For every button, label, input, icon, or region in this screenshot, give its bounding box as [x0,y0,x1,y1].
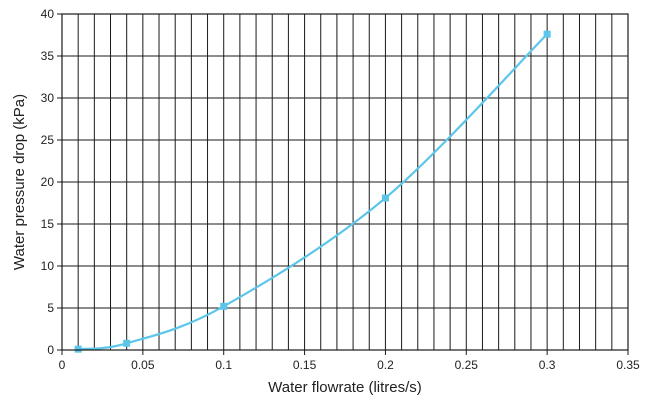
y-axis-title: Water pressure drop (kPa) [11,94,28,270]
series-layer [74,30,551,353]
x-tick-label: 0.25 [455,358,479,372]
y-tick-label: 10 [41,259,55,273]
data-point-marker [123,339,131,347]
x-tick-label: 0.2 [377,358,394,372]
grid [62,14,628,350]
x-tick-label: 0.3 [539,358,556,372]
y-axis-ticks: 0 5 10 15 20 25 30 35 40 [41,7,62,357]
y-tick-label: 35 [41,49,55,63]
y-tick-label: 25 [41,133,55,147]
x-axis-title: Water flowrate (litres/s) [268,379,422,396]
y-tick-label: 15 [41,217,55,231]
x-tick-label: 0.1 [215,358,232,372]
x-tick-label: 0.15 [293,358,317,372]
x-axis-ticks: 0 0.05 0.1 0.15 0.2 0.25 0.3 0.35 [59,350,640,372]
y-tick-label: 5 [47,301,54,315]
y-tick-label: 40 [41,7,55,21]
y-tick-label: 20 [41,175,55,189]
y-tick-label: 30 [41,91,55,105]
data-point-marker [381,194,389,202]
x-tick-label: 0 [59,358,66,372]
x-tick-label: 0.35 [616,358,640,372]
x-tick-label: 0.05 [131,358,155,372]
y-tick-label: 0 [47,343,54,357]
data-point-marker [220,302,228,310]
data-point-marker [543,30,551,38]
data-point-marker [74,345,82,353]
series-line [78,33,548,351]
